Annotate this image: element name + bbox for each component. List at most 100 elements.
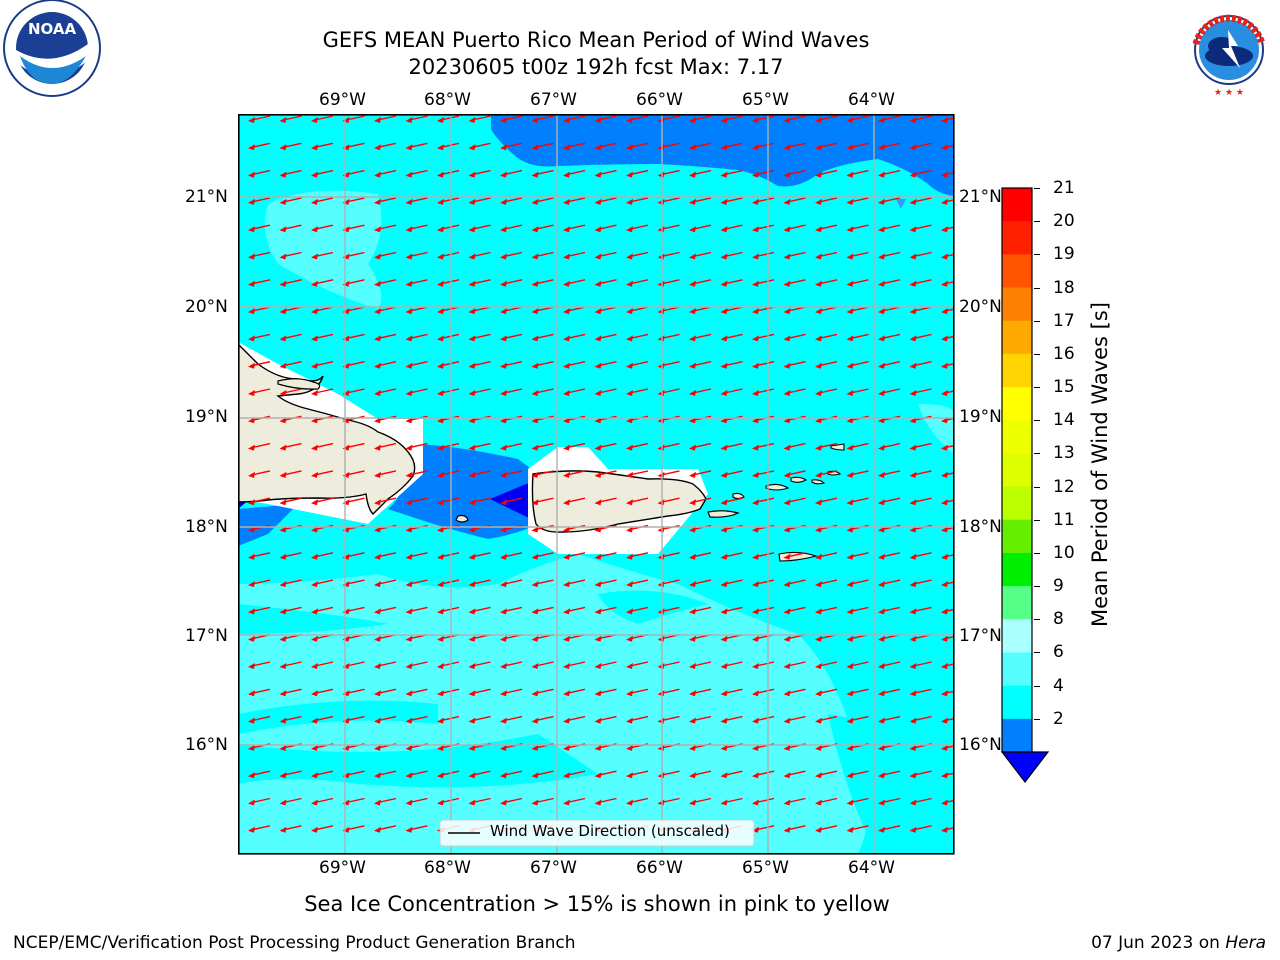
wind-wave-arrowhead: [374, 526, 381, 533]
wind-wave-arrowhead: [720, 772, 728, 779]
colorbar-tick: 16: [1053, 343, 1075, 364]
wind-wave-arrow: [346, 579, 365, 585]
wind-wave-arrowhead: [878, 717, 885, 724]
lon-label-bottom-68w: 68°W: [424, 858, 471, 878]
wind-wave-arrow: [755, 361, 775, 367]
wind-wave-arrowhead: [531, 581, 539, 588]
wind-wave-arrowhead: [500, 253, 507, 260]
wind-wave-arrow: [818, 169, 838, 176]
colorbar-tick-mark: [1034, 453, 1040, 455]
wind-wave-arrowhead: [846, 826, 854, 833]
wind-wave-arrowhead: [657, 690, 665, 697]
wind-wave-arrow: [629, 333, 649, 340]
wind-wave-arrow: [377, 251, 397, 258]
wind-wave-arrowhead: [500, 499, 507, 506]
wind-wave-arrowhead: [720, 799, 728, 806]
wind-wave-arrow: [724, 552, 743, 558]
wind-wave-arrowhead: [752, 635, 759, 642]
wind-wave-arrow: [535, 197, 554, 203]
lat-label-right-21n: 21°N: [959, 187, 1002, 207]
wind-wave-arrow: [881, 552, 901, 558]
wind-wave-arrowhead: [657, 444, 665, 451]
wind-wave-arrow: [503, 470, 523, 476]
wind-wave-arrowhead: [720, 717, 728, 724]
wind-wave-arrowhead: [531, 390, 539, 396]
wind-wave-arrow: [881, 142, 901, 148]
wind-wave-arrowhead: [279, 717, 287, 724]
wind-wave-arrowhead: [311, 171, 318, 178]
wind-wave-arrowhead: [815, 717, 822, 724]
wind-wave-arrow: [377, 197, 397, 203]
wind-wave-arrow: [566, 688, 586, 694]
wind-wave-arrow: [346, 251, 365, 258]
wind-wave-arrowhead: [531, 526, 539, 533]
wind-wave-arrow: [629, 361, 649, 367]
wind-wave-arrow: [377, 797, 397, 804]
wind-wave-arrow: [598, 770, 617, 776]
wind-wave-arrow: [503, 251, 523, 258]
graticule: [238, 114, 954, 854]
wind-wave-arrowhead: [311, 444, 318, 451]
wind-wave-arrowhead: [626, 144, 633, 151]
mona-passage-blue: [388, 444, 538, 539]
wind-wave-arrowhead: [311, 226, 318, 233]
wind-wave-arrow: [629, 169, 649, 176]
wind-wave-arrowhead: [563, 253, 570, 260]
wind-wave-arrowhead: [783, 362, 791, 369]
wind-wave-arrowhead: [248, 171, 255, 178]
wind-wave-arrow: [314, 224, 334, 230]
wind-wave-arrow: [629, 251, 649, 258]
wind-wave-arrowhead: [657, 581, 665, 588]
wind-wave-arrowhead: [657, 308, 665, 315]
wind-wave-arrowhead: [815, 526, 822, 533]
wind-wave-arrowhead: [846, 526, 854, 533]
wind-wave-arrowhead: [594, 663, 602, 669]
wind-wave-arrow: [503, 169, 523, 176]
wind-wave-arrow: [944, 171, 954, 176]
wind-wave-arrowhead: [563, 198, 570, 205]
wind-wave-arrowhead: [594, 444, 602, 451]
wind-wave-arrowhead: [657, 226, 665, 233]
wind-wave-arrowhead: [626, 526, 633, 533]
wind-wave-arrowhead: [437, 635, 444, 642]
wind-wave-arrowhead: [815, 826, 822, 833]
wind-wave-arrow: [692, 142, 712, 148]
wind-wave-arrow: [535, 251, 554, 258]
wind-wave-arrow: [944, 717, 954, 722]
wind-wave-arrow: [598, 552, 617, 558]
wind-wave-arrow: [283, 497, 302, 503]
wind-wave-arrow: [566, 470, 586, 476]
wind-wave-arrow: [692, 688, 712, 694]
wind-wave-arrow: [251, 279, 271, 285]
wind-wave-arrow: [251, 197, 271, 203]
wind-wave-arrowhead: [468, 690, 476, 697]
wind-wave-arrowhead: [941, 663, 948, 669]
colorbar-cell: [1002, 387, 1032, 421]
lon-label-top-68w: 68°W: [424, 90, 471, 110]
wind-wave-arrow: [850, 552, 869, 558]
wind-wave-arrow: [283, 552, 302, 558]
wind-wave-arrow: [913, 797, 932, 804]
wind-wave-arrow: [692, 661, 712, 667]
wind-wave-arrow: [944, 745, 954, 749]
wind-wave-arrowhead: [311, 553, 318, 560]
wind-wave-arrowhead: [563, 663, 570, 669]
wind-wave-arrowhead: [248, 826, 255, 833]
wind-wave-arrowhead: [878, 663, 885, 669]
wind-wave-arrowhead: [468, 744, 476, 751]
wind-wave-arrowhead: [815, 417, 822, 424]
wind-wave-arrow: [692, 197, 712, 203]
wind-wave-arrowhead: [468, 198, 476, 205]
wind-wave-arrow: [346, 606, 365, 613]
wind-wave-arrowhead: [342, 226, 350, 233]
wind-wave-arrow: [724, 251, 743, 258]
wind-wave-arrow: [818, 142, 838, 148]
wind-wave-arrowhead: [468, 390, 476, 396]
wind-wave-arrow: [881, 333, 901, 340]
wind-wave-arrowhead: [815, 744, 822, 751]
wind-wave-arrowhead: [437, 198, 444, 205]
wind-wave-arrow: [787, 169, 806, 176]
wind-wave-arrow: [566, 115, 586, 121]
wind-wave-arrowhead: [815, 390, 822, 396]
wind-wave-arrow: [818, 251, 838, 258]
